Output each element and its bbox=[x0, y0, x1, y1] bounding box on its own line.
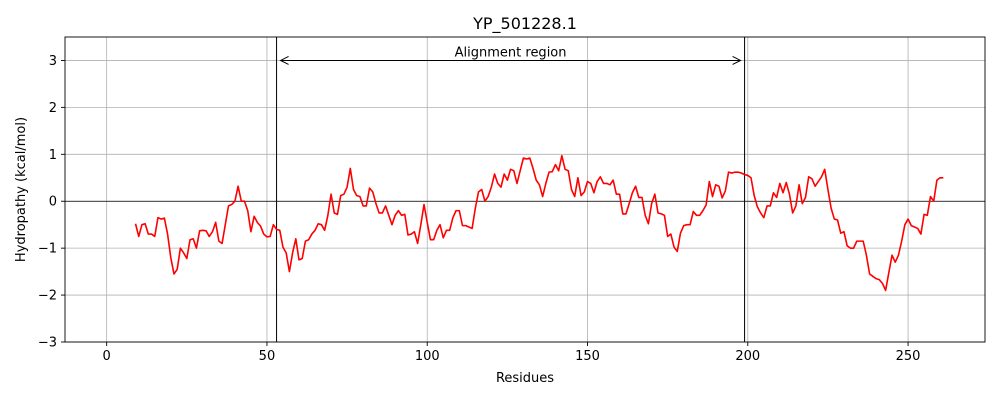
x-axis-label: Residues bbox=[496, 371, 554, 386]
chart-title: YP_501228.1 bbox=[472, 14, 577, 34]
y-tick-label: 0 bbox=[49, 195, 57, 210]
y-tick-label: −2 bbox=[38, 289, 57, 304]
x-tick-label: 150 bbox=[575, 349, 600, 364]
grid-lines bbox=[65, 37, 985, 343]
y-tick-label: −1 bbox=[38, 242, 57, 257]
x-tick-label: 250 bbox=[896, 349, 921, 364]
x-tick-label: 0 bbox=[103, 349, 111, 364]
y-tick-label: −3 bbox=[38, 336, 57, 351]
y-tick-label: 2 bbox=[49, 101, 57, 116]
hydropathy-series-line bbox=[134, 154, 944, 292]
y-tick-label: 3 bbox=[49, 54, 57, 69]
alignment-region-label: Alignment region bbox=[455, 45, 567, 60]
x-tick-label: 200 bbox=[735, 349, 760, 364]
alignment-arrow-right-head bbox=[732, 56, 742, 65]
y-axis-label: Hydropathy (kcal/mol) bbox=[14, 117, 29, 262]
plot-frame bbox=[64, 36, 986, 343]
chart-marks bbox=[65, 37, 985, 342]
y-tick-label: 1 bbox=[49, 148, 57, 163]
alignment-arrow-left-head bbox=[279, 56, 289, 65]
axes: 0 50 100 150 200 250 −3 −2 −1 0 1 2 3 bbox=[38, 36, 986, 364]
x-tick-label: 100 bbox=[415, 349, 440, 364]
x-tick-label: 50 bbox=[259, 349, 276, 364]
